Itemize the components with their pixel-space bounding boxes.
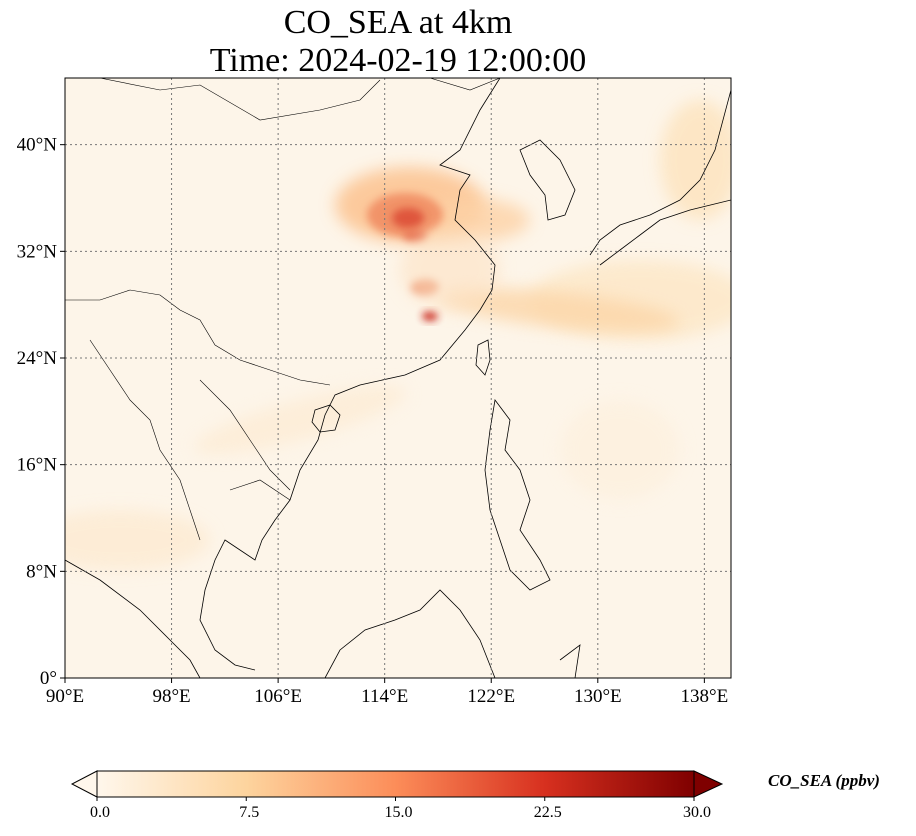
colorbar-tick-label: 30.0 (683, 804, 711, 821)
co-concentration-field (65, 100, 731, 570)
lon-tick-label: 138°E (681, 686, 729, 707)
gridlines (65, 78, 731, 678)
colorbar-max-arrow (693, 770, 724, 798)
colorbar-min-arrow (70, 770, 98, 798)
colorbar-tick-label: 22.5 (533, 804, 562, 821)
colorbar-label: CO_SEA (ppbv) (768, 771, 880, 790)
colorbar-tick-label: 15.0 (384, 804, 413, 821)
latitude-axis: 0° 8°N 16°N 24°N 32°N 40°N (17, 135, 65, 689)
map-frame (64, 77, 732, 679)
lon-tick-label: 90°E (46, 686, 84, 707)
colorbar (70, 770, 724, 801)
lon-tick-label: 130°E (574, 686, 622, 707)
colorbar-tick-label: 0.0 (90, 804, 110, 821)
coastlines (65, 78, 731, 678)
lon-tick-label: 106°E (254, 686, 302, 707)
colorbar-tick-label: 7.5 (239, 804, 260, 821)
map-title: CO_SEA at 4km (283, 4, 513, 41)
lat-tick-label: 8°N (26, 561, 57, 582)
lat-tick-label: 0° (40, 668, 57, 689)
lon-tick-label: 114°E (361, 686, 408, 707)
longitude-axis: 90°E 98°E 106°E 114°E 122°E 130°E 138°E (46, 678, 728, 707)
lon-tick-label: 98°E (152, 686, 190, 707)
lat-tick-label: 32°N (17, 241, 58, 262)
lat-tick-label: 24°N (17, 348, 58, 369)
lat-tick-label: 40°N (17, 135, 58, 156)
colorbar-gradient (96, 770, 695, 798)
map-subtitle-time: Time: 2024-02-19 12:00:00 (209, 42, 587, 79)
lon-tick-label: 122°E (467, 686, 515, 707)
lat-tick-label: 16°N (17, 455, 58, 476)
